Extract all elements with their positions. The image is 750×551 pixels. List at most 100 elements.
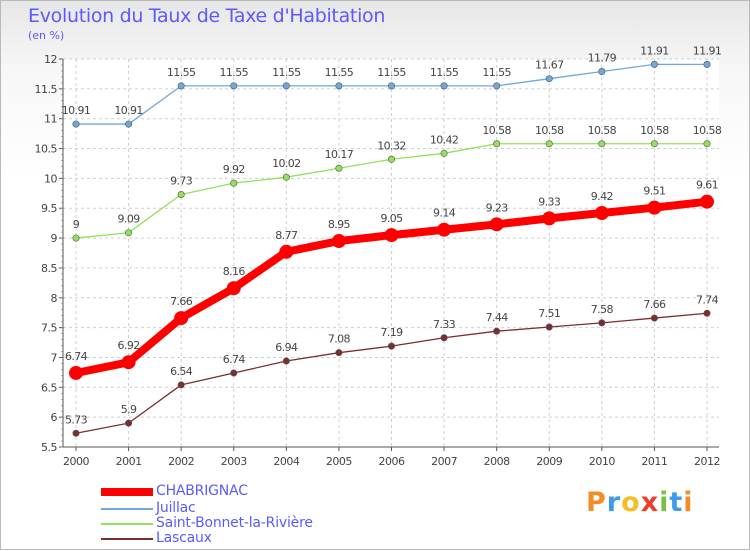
data-label-lascaux: 7.58 xyxy=(591,303,614,316)
logo-letter: i xyxy=(659,487,670,518)
y-tick-label: 9.5 xyxy=(41,202,57,215)
x-tick-label: 2004 xyxy=(273,455,299,468)
data-label-chabrignac: 8.77 xyxy=(275,229,298,242)
data-point-lascaux xyxy=(230,369,238,377)
data-label-lascaux: 6.94 xyxy=(275,341,298,354)
data-label-chabrignac: 8.95 xyxy=(328,218,351,231)
data-label-lascaux: 7.44 xyxy=(486,311,509,324)
data-label-chabrignac: 9.42 xyxy=(591,190,613,203)
data-point-juillac xyxy=(493,82,501,90)
data-point-saint-bonnet-la-rivi-re xyxy=(230,179,238,187)
data-point-chabrignac xyxy=(647,200,662,215)
y-tick-label: 7.5 xyxy=(41,322,57,335)
data-label-chabrignac: 8.16 xyxy=(223,265,246,278)
data-point-saint-bonnet-la-rivi-re xyxy=(545,140,553,148)
x-tick-label: 2012 xyxy=(694,455,720,468)
x-tick-label: 2010 xyxy=(589,455,615,468)
y-tick-label: 6 xyxy=(51,411,58,424)
data-point-chabrignac xyxy=(384,228,399,243)
logo-letter: x xyxy=(640,487,660,518)
data-point-saint-bonnet-la-rivi-re xyxy=(282,173,290,181)
data-label-lascaux: 7.74 xyxy=(696,293,719,306)
data-label-saint-bonnet-la-rivi-re: 10.17 xyxy=(325,148,354,161)
data-point-chabrignac xyxy=(594,206,609,221)
data-label-juillac: 11.55 xyxy=(430,66,459,79)
data-point-juillac xyxy=(545,75,553,83)
data-label-saint-bonnet-la-rivi-re: 10.58 xyxy=(693,124,722,137)
data-point-saint-bonnet-la-rivi-re xyxy=(387,155,395,163)
data-label-saint-bonnet-la-rivi-re: 10.02 xyxy=(272,157,301,170)
data-point-saint-bonnet-la-rivi-re xyxy=(650,140,658,148)
y-tick-label: 7 xyxy=(51,351,58,364)
data-label-lascaux: 6.74 xyxy=(223,353,246,366)
y-tick-label: 8.5 xyxy=(41,262,57,275)
legend-swatch-lascaux xyxy=(101,538,153,540)
data-label-juillac: 11.91 xyxy=(640,44,669,57)
data-label-saint-bonnet-la-rivi-re: 9.73 xyxy=(170,175,193,188)
data-label-saint-bonnet-la-rivi-re: 10.42 xyxy=(430,133,459,146)
x-tick-label: 2001 xyxy=(116,455,142,468)
y-tick-label: 11 xyxy=(44,113,57,126)
data-label-lascaux: 6.54 xyxy=(170,365,193,378)
data-label-lascaux: 7.51 xyxy=(538,307,560,320)
x-tick-label: 2006 xyxy=(379,455,405,468)
data-label-lascaux: 7.33 xyxy=(433,318,456,331)
logo-letter: o xyxy=(621,487,641,518)
data-label-saint-bonnet-la-rivi-re: 9 xyxy=(73,218,80,231)
data-label-chabrignac: 9.23 xyxy=(486,201,509,214)
legend-swatch-chabrignac xyxy=(101,488,153,496)
x-tick-label: 2003 xyxy=(221,455,247,468)
data-point-juillac xyxy=(282,82,290,90)
data-point-chabrignac xyxy=(700,194,714,209)
x-tick-label: 2002 xyxy=(168,455,194,468)
data-point-chabrignac xyxy=(437,222,452,237)
data-point-lascaux xyxy=(387,342,395,350)
x-tick-label: 2005 xyxy=(326,455,352,468)
data-point-chabrignac xyxy=(226,281,241,296)
chart-subtitle: (en %) xyxy=(28,29,65,42)
data-point-juillac xyxy=(230,82,238,90)
proxiti-logo: Proxiti xyxy=(586,487,694,518)
data-point-lascaux xyxy=(598,319,606,327)
x-tick-label: 2000 xyxy=(63,455,89,468)
data-point-lascaux xyxy=(125,419,133,427)
data-point-saint-bonnet-la-rivi-re xyxy=(493,140,501,148)
data-label-chabrignac: 6.74 xyxy=(65,350,88,363)
data-point-lascaux xyxy=(703,309,711,317)
data-point-juillac xyxy=(650,60,658,68)
data-point-saint-bonnet-la-rivi-re xyxy=(125,229,133,237)
data-point-juillac xyxy=(72,120,80,128)
data-point-chabrignac xyxy=(279,244,294,259)
data-point-lascaux xyxy=(177,381,185,389)
chart-title: Evolution du Taux de Taxe d'Habitation xyxy=(28,5,386,27)
data-label-chabrignac: 6.92 xyxy=(118,339,140,352)
data-label-juillac: 11.55 xyxy=(482,66,511,79)
data-point-juillac xyxy=(177,82,185,90)
data-label-chabrignac: 9.51 xyxy=(643,185,665,198)
legend-label-chabrignac: CHABRIGNAC xyxy=(156,483,248,499)
data-point-chabrignac xyxy=(69,365,83,380)
logo-letter: t xyxy=(669,487,684,518)
data-point-juillac xyxy=(598,68,606,76)
data-point-lascaux xyxy=(440,334,448,342)
y-tick-label: 5.5 xyxy=(41,441,57,454)
data-point-saint-bonnet-la-rivi-re xyxy=(177,191,185,199)
data-label-juillac: 11.55 xyxy=(167,66,196,79)
data-label-chabrignac: 9.05 xyxy=(380,212,403,225)
data-label-saint-bonnet-la-rivi-re: 9.92 xyxy=(223,163,245,176)
data-point-juillac xyxy=(335,82,343,90)
logo-letter: r xyxy=(606,487,622,518)
data-point-chabrignac xyxy=(174,311,189,326)
data-label-saint-bonnet-la-rivi-re: 10.58 xyxy=(482,124,511,137)
data-label-lascaux: 5.73 xyxy=(65,413,88,426)
x-tick-label: 2008 xyxy=(484,455,510,468)
data-point-juillac xyxy=(703,60,711,68)
x-tick-label: 2009 xyxy=(536,455,562,468)
data-point-chabrignac xyxy=(542,211,557,226)
data-label-juillac: 10.91 xyxy=(114,104,143,117)
logo-letter: i xyxy=(683,487,694,518)
data-label-saint-bonnet-la-rivi-re: 9.09 xyxy=(118,213,141,226)
data-point-chabrignac xyxy=(121,355,136,370)
legend-label-juillac: Juillac xyxy=(156,500,196,516)
